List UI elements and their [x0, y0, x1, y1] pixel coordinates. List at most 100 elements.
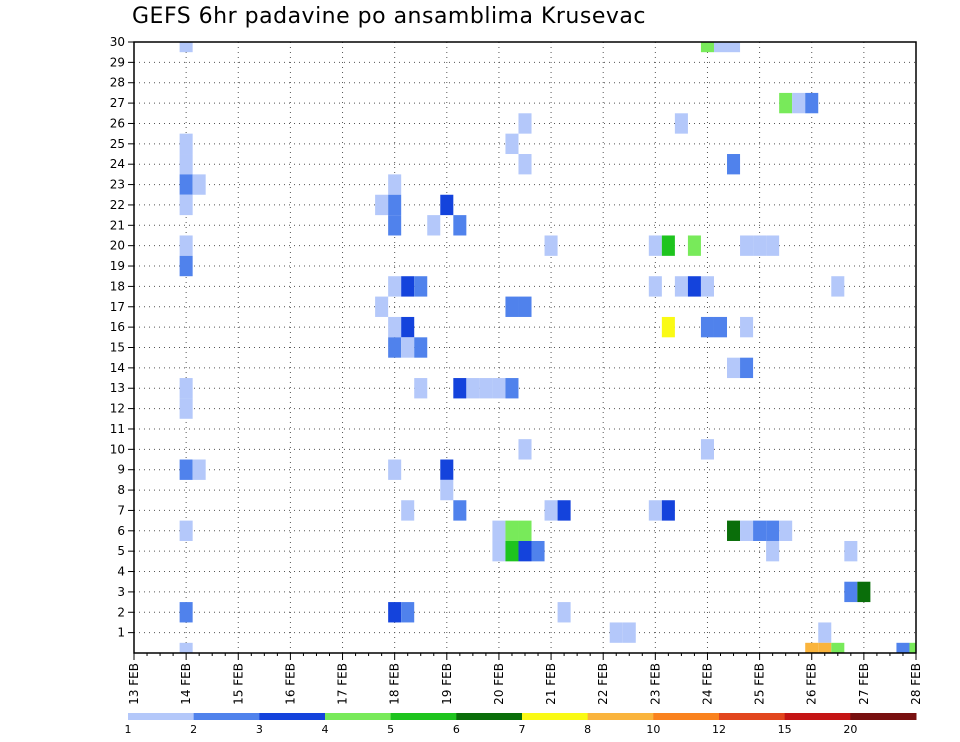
heatmap-cell — [831, 276, 845, 297]
heatmap-cell — [857, 581, 871, 603]
heatmap-cell — [818, 622, 832, 643]
heatmap-cell — [648, 235, 662, 256]
heatmap-cell — [388, 276, 402, 297]
y-tick-label: 8 — [117, 483, 125, 497]
heatmap-cell — [779, 520, 793, 541]
x-tick-label: 24 FEB — [700, 663, 714, 705]
heatmap-cell — [179, 235, 193, 256]
heatmap-cell — [805, 642, 819, 653]
x-tick-label: 21 FEB — [544, 663, 558, 705]
heatmap-cell — [805, 92, 819, 114]
heatmap-cell — [544, 235, 558, 256]
heatmap-cell — [388, 215, 402, 236]
colorbar-segment — [587, 713, 654, 720]
x-tick-label: 25 FEB — [753, 663, 767, 705]
heatmap-cell — [531, 540, 545, 562]
heatmap-cell — [192, 459, 206, 480]
heatmap-cell — [440, 479, 454, 501]
heatmap-cell — [518, 113, 532, 134]
y-axis: 1234567891011121314151617181920212223242… — [110, 35, 134, 640]
y-tick-label: 9 — [117, 463, 125, 477]
colorbar-label: 20 — [843, 723, 857, 736]
heatmap-cell — [557, 602, 571, 623]
y-tick-label: 23 — [110, 178, 125, 192]
x-tick-label: 15 FEB — [231, 663, 245, 705]
heatmap-cell — [674, 113, 688, 134]
colorbar-label: 12 — [712, 723, 726, 736]
y-tick-label: 15 — [110, 341, 125, 355]
y-tick-label: 12 — [110, 402, 125, 416]
heatmap-cell — [375, 296, 389, 317]
y-tick-label: 28 — [110, 76, 125, 90]
colorbar-segment — [193, 713, 260, 720]
heatmap-cell — [753, 520, 767, 541]
heatmap-cell — [766, 520, 780, 541]
heatmap-cell — [414, 276, 428, 297]
heatmap-cell — [713, 316, 728, 338]
heatmap-cell — [179, 255, 193, 277]
y-tick-label: 1 — [117, 626, 125, 640]
heatmap-cell — [401, 500, 415, 521]
x-tick-label: 23 FEB — [648, 663, 662, 705]
heatmap-cell — [766, 540, 780, 562]
heatmap-cell — [401, 276, 415, 297]
y-tick-label: 21 — [110, 218, 125, 232]
heatmap-cell — [492, 520, 506, 541]
heatmap-cell — [414, 337, 428, 358]
heatmap-cell — [505, 520, 519, 541]
heatmap-cell — [661, 316, 675, 338]
heatmap-cell — [505, 133, 519, 155]
heatmap-cell — [740, 316, 754, 338]
heatmap-cell — [388, 316, 402, 338]
heatmap-cell — [179, 154, 193, 175]
colorbar: 1 2 3 4 5 6 7 8 10 12 15 20 — [125, 713, 917, 736]
colorbar-segment — [456, 713, 523, 720]
x-tick-label: 27 FEB — [857, 663, 871, 705]
x-tick-label: 19 FEB — [440, 663, 454, 705]
colorbar-segment — [325, 713, 392, 720]
colorbar-label: 10 — [646, 723, 660, 736]
heatmap-cell — [622, 622, 636, 643]
heatmap-cell — [648, 500, 662, 521]
colorbar-label: 7 — [519, 723, 526, 736]
heatmap-cell — [179, 459, 193, 480]
heatmap-cells — [179, 42, 916, 653]
heatmap-cell — [544, 500, 558, 521]
x-tick-label: 16 FEB — [283, 663, 297, 705]
chart-title: GEFS 6hr padavine po ansamblima Krusevac — [132, 4, 646, 29]
heatmap-cell — [779, 92, 793, 114]
colorbar-segment — [390, 713, 457, 720]
colorbar-label: 5 — [387, 723, 394, 736]
heatmap-cell — [388, 174, 402, 195]
heatmap-cell — [518, 520, 532, 541]
heatmap-cell — [727, 520, 741, 541]
heatmap-cell — [492, 378, 506, 399]
heatmap-cell — [179, 602, 193, 623]
colorbar-segment — [522, 713, 589, 720]
x-tick-label: 20 FEB — [492, 663, 506, 705]
heatmap-cell — [687, 235, 701, 256]
heatmap-cell — [661, 500, 675, 521]
y-tick-label: 7 — [117, 503, 125, 517]
heatmap-cell — [727, 154, 741, 175]
colorbar-label: 4 — [322, 723, 329, 736]
heatmap-cell — [179, 194, 193, 216]
x-tick-label: 17 FEB — [336, 663, 350, 705]
heatmap-cell — [674, 276, 688, 297]
y-tick-label: 18 — [110, 279, 125, 293]
heatmap-cell — [753, 235, 767, 256]
heatmap-cell — [700, 276, 714, 297]
y-tick-label: 27 — [110, 96, 125, 110]
heatmap-cell — [388, 194, 402, 216]
y-tick-label: 19 — [110, 259, 125, 273]
heatmap-cell — [453, 500, 467, 521]
heatmap-cell — [609, 622, 623, 643]
heatmap-cell — [492, 540, 506, 562]
x-tick-label: 13 FEB — [127, 663, 141, 705]
heatmap-cell — [687, 276, 701, 297]
heatmap-cell — [766, 235, 780, 256]
heatmap-cell — [388, 602, 402, 623]
heatmap-cell — [661, 235, 675, 256]
x-tick-label: 18 FEB — [388, 663, 402, 705]
